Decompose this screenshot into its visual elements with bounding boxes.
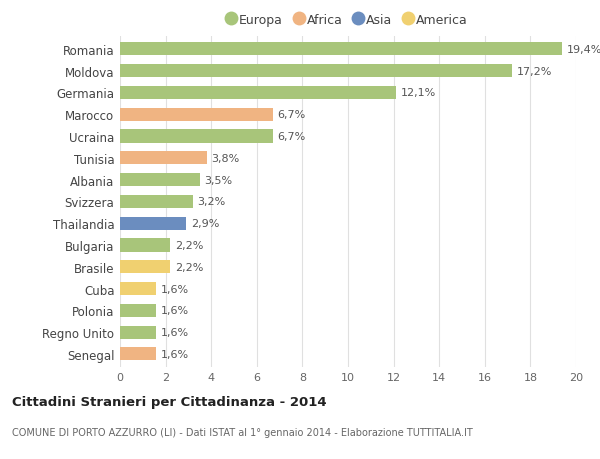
Bar: [120, 217, 186, 230]
Text: 2,2%: 2,2%: [175, 262, 203, 272]
Text: 1,6%: 1,6%: [161, 284, 189, 294]
Bar: [120, 65, 512, 78]
Bar: [120, 43, 562, 56]
Bar: [120, 261, 170, 274]
Bar: [120, 174, 200, 187]
Text: 2,9%: 2,9%: [191, 218, 219, 229]
Text: 17,2%: 17,2%: [517, 67, 552, 77]
Bar: [120, 108, 273, 122]
Bar: [120, 130, 273, 143]
Text: 19,4%: 19,4%: [567, 45, 600, 55]
Text: 1,6%: 1,6%: [161, 349, 189, 359]
Bar: [120, 196, 193, 208]
Bar: [120, 347, 157, 361]
Text: 3,2%: 3,2%: [197, 197, 226, 207]
Text: COMUNE DI PORTO AZZURRO (LI) - Dati ISTAT al 1° gennaio 2014 - Elaborazione TUTT: COMUNE DI PORTO AZZURRO (LI) - Dati ISTA…: [12, 427, 473, 437]
Bar: [120, 304, 157, 317]
Bar: [120, 326, 157, 339]
Text: Cittadini Stranieri per Cittadinanza - 2014: Cittadini Stranieri per Cittadinanza - 2…: [12, 395, 326, 408]
Text: 6,7%: 6,7%: [277, 110, 305, 120]
Bar: [120, 282, 157, 296]
Text: 2,2%: 2,2%: [175, 241, 203, 251]
Text: 6,7%: 6,7%: [277, 132, 305, 142]
Text: 12,1%: 12,1%: [400, 88, 436, 98]
Bar: [120, 239, 170, 252]
Text: 1,6%: 1,6%: [161, 306, 189, 316]
Text: 1,6%: 1,6%: [161, 327, 189, 337]
Legend: Europa, Africa, Asia, America: Europa, Africa, Asia, America: [228, 14, 468, 27]
Text: 3,5%: 3,5%: [205, 175, 232, 185]
Bar: [120, 152, 206, 165]
Text: 3,8%: 3,8%: [211, 153, 239, 163]
Bar: [120, 87, 396, 100]
